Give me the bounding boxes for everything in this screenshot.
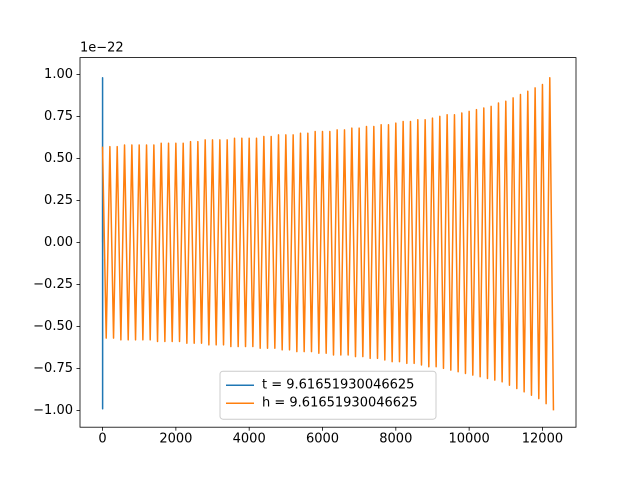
x-tick-label: 4000: [233, 432, 266, 447]
x-tick-label: 10000: [448, 432, 489, 447]
x-tick-label: 12000: [522, 432, 563, 447]
y-tick-label: −1.00: [33, 403, 73, 418]
y-tick-label: 0.50: [44, 151, 73, 166]
legend-label: h = 9.61651930046625: [262, 396, 418, 411]
y-tick-label: −0.75: [33, 361, 73, 376]
y-tick-label: 0.00: [44, 235, 73, 250]
y-offset-text: 1e−22: [80, 41, 124, 56]
y-tick-label: −0.50: [33, 319, 73, 334]
legend-box: [219, 370, 437, 420]
y-tick-label: 1.00: [44, 67, 73, 82]
y-tick-label: −0.25: [33, 277, 73, 292]
x-tick-label: 6000: [306, 432, 339, 447]
x-tick-label: 8000: [379, 432, 412, 447]
x-tick-label: 0: [98, 432, 106, 447]
y-tick-label: 0.75: [44, 109, 73, 124]
legend-label: t = 9.61651930046625: [262, 378, 414, 393]
y-tick-label: 0.25: [44, 193, 73, 208]
series-line: [101, 77, 555, 411]
x-tick-label: 2000: [159, 432, 192, 447]
